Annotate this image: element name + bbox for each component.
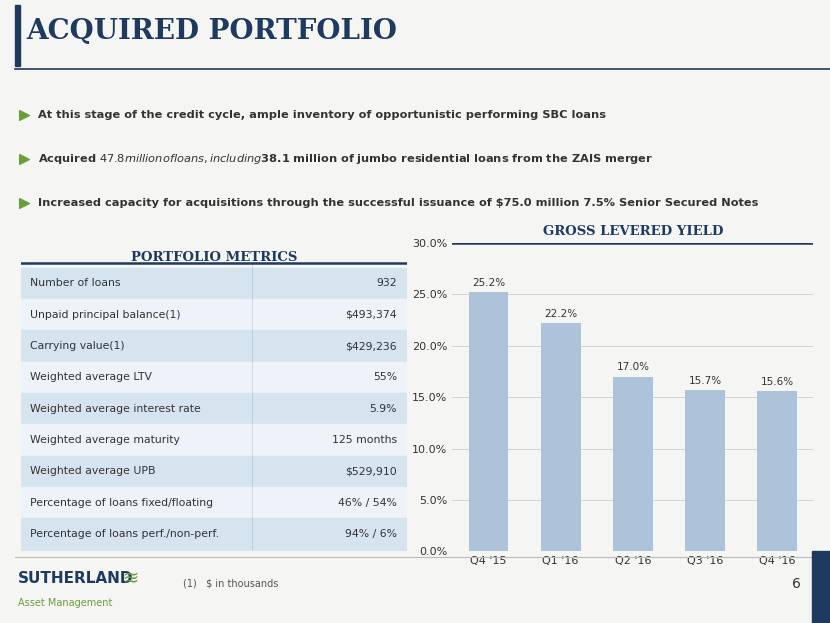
Bar (21, 330, 407, 362)
Text: 22.2%: 22.2% (544, 309, 577, 319)
Text: Number of loans: Number of loans (31, 278, 121, 288)
Bar (613, 376, 652, 551)
Text: 94% / 6%: 94% / 6% (345, 529, 397, 539)
Text: ACQUIRED PORTFOLIO: ACQUIRED PORTFOLIO (27, 19, 398, 45)
Text: Weighted average LTV: Weighted average LTV (31, 373, 153, 383)
Bar (21, 268, 407, 299)
Text: 17.0%: 17.0% (617, 363, 649, 373)
Text: (1)   $ in thousands: (1) $ in thousands (183, 579, 278, 589)
Bar (758, 391, 797, 551)
Text: Weighted average UPB: Weighted average UPB (31, 467, 156, 477)
Text: Percentage of loans fixed/floating: Percentage of loans fixed/floating (31, 498, 213, 508)
Bar (21, 299, 407, 330)
Bar (21, 487, 407, 518)
Bar (686, 390, 725, 551)
Text: 25.2%: 25.2% (472, 278, 505, 288)
Bar (21, 393, 407, 424)
Title: GROSS LEVERED YIELD: GROSS LEVERED YIELD (543, 225, 723, 237)
Text: PORTFOLIO METRICS: PORTFOLIO METRICS (130, 250, 297, 264)
Text: Weighted average interest rate: Weighted average interest rate (31, 404, 201, 414)
Text: Percentage of loans perf./non-perf.: Percentage of loans perf./non-perf. (31, 529, 219, 539)
Text: $493,374: $493,374 (345, 310, 397, 320)
Text: Increased capacity for acquisitions through the successful issuance of $75.0 mil: Increased capacity for acquisitions thro… (38, 198, 759, 208)
Bar (541, 323, 580, 551)
Bar (21, 424, 407, 456)
Bar (469, 292, 508, 551)
Text: 932: 932 (377, 278, 397, 288)
Text: ≋: ≋ (123, 569, 139, 588)
Text: 46% / 54%: 46% / 54% (338, 498, 397, 508)
Text: Asset Management: Asset Management (18, 598, 113, 608)
Bar (15, 5, 20, 65)
Text: 15.7%: 15.7% (689, 376, 721, 386)
Text: Acquired $47.8 million of loans, including $38.1 million of jumbo residential lo: Acquired $47.8 million of loans, includi… (38, 152, 653, 166)
Text: $429,236: $429,236 (345, 341, 397, 351)
Text: $529,910: $529,910 (345, 467, 397, 477)
Text: SUTHERLAND: SUTHERLAND (18, 571, 134, 586)
Text: Weighted average maturity: Weighted average maturity (31, 435, 180, 445)
Text: 55%: 55% (373, 373, 397, 383)
Text: 5.9%: 5.9% (369, 404, 397, 414)
Bar (21, 518, 407, 550)
Bar (21, 456, 407, 487)
Text: 125 months: 125 months (332, 435, 397, 445)
Text: 6: 6 (792, 577, 801, 591)
Text: Unpaid principal balance(1): Unpaid principal balance(1) (31, 310, 181, 320)
Text: At this stage of the credit cycle, ample inventory of opportunistic performing S: At this stage of the credit cycle, ample… (38, 110, 606, 120)
Bar (812, 551, 830, 623)
Text: Carrying value(1): Carrying value(1) (31, 341, 125, 351)
Bar (21, 362, 407, 393)
Text: 15.6%: 15.6% (761, 377, 793, 387)
